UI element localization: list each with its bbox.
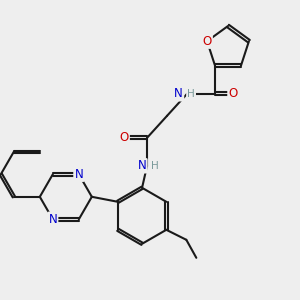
Text: N: N (48, 213, 57, 226)
Text: O: O (119, 131, 129, 144)
Text: H: H (151, 161, 159, 171)
Text: N: N (74, 168, 83, 181)
Text: O: O (202, 35, 212, 48)
Text: H: H (187, 89, 195, 99)
Text: N: N (174, 87, 183, 100)
Text: O: O (228, 87, 238, 100)
Text: N: N (138, 159, 146, 172)
